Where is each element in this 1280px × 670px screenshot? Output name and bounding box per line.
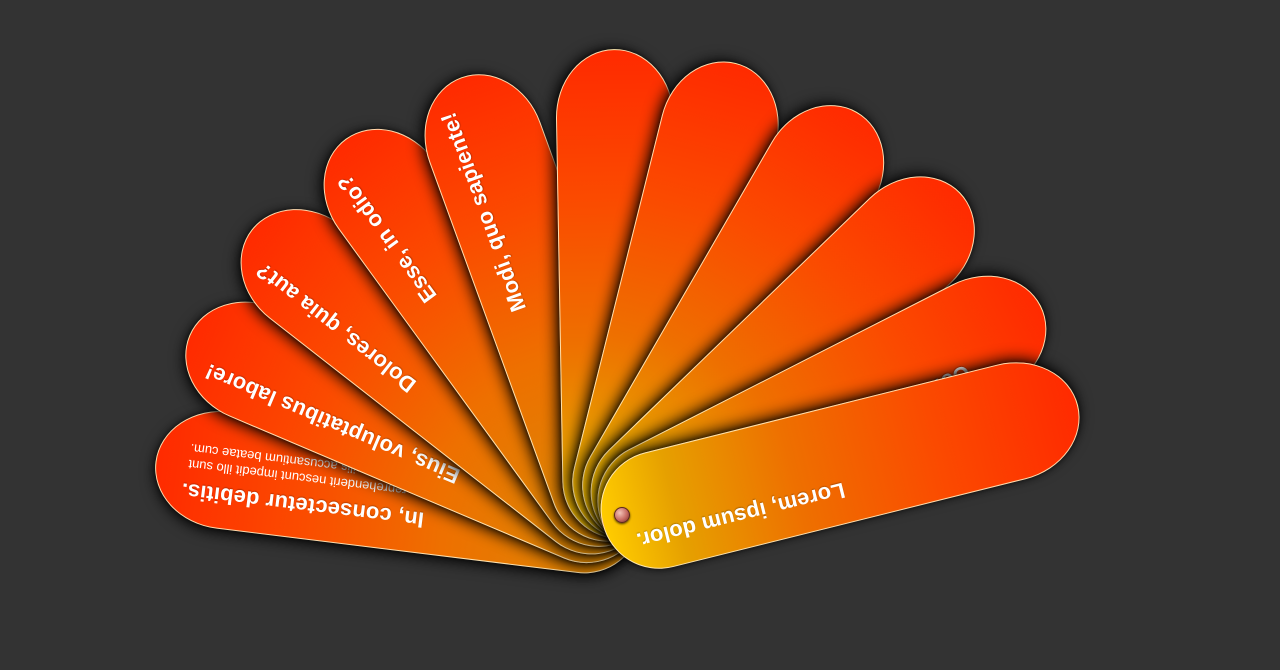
blade-title: Lorem, ipsum dolor. [633, 477, 848, 554]
pivot-pin-icon [614, 507, 630, 523]
